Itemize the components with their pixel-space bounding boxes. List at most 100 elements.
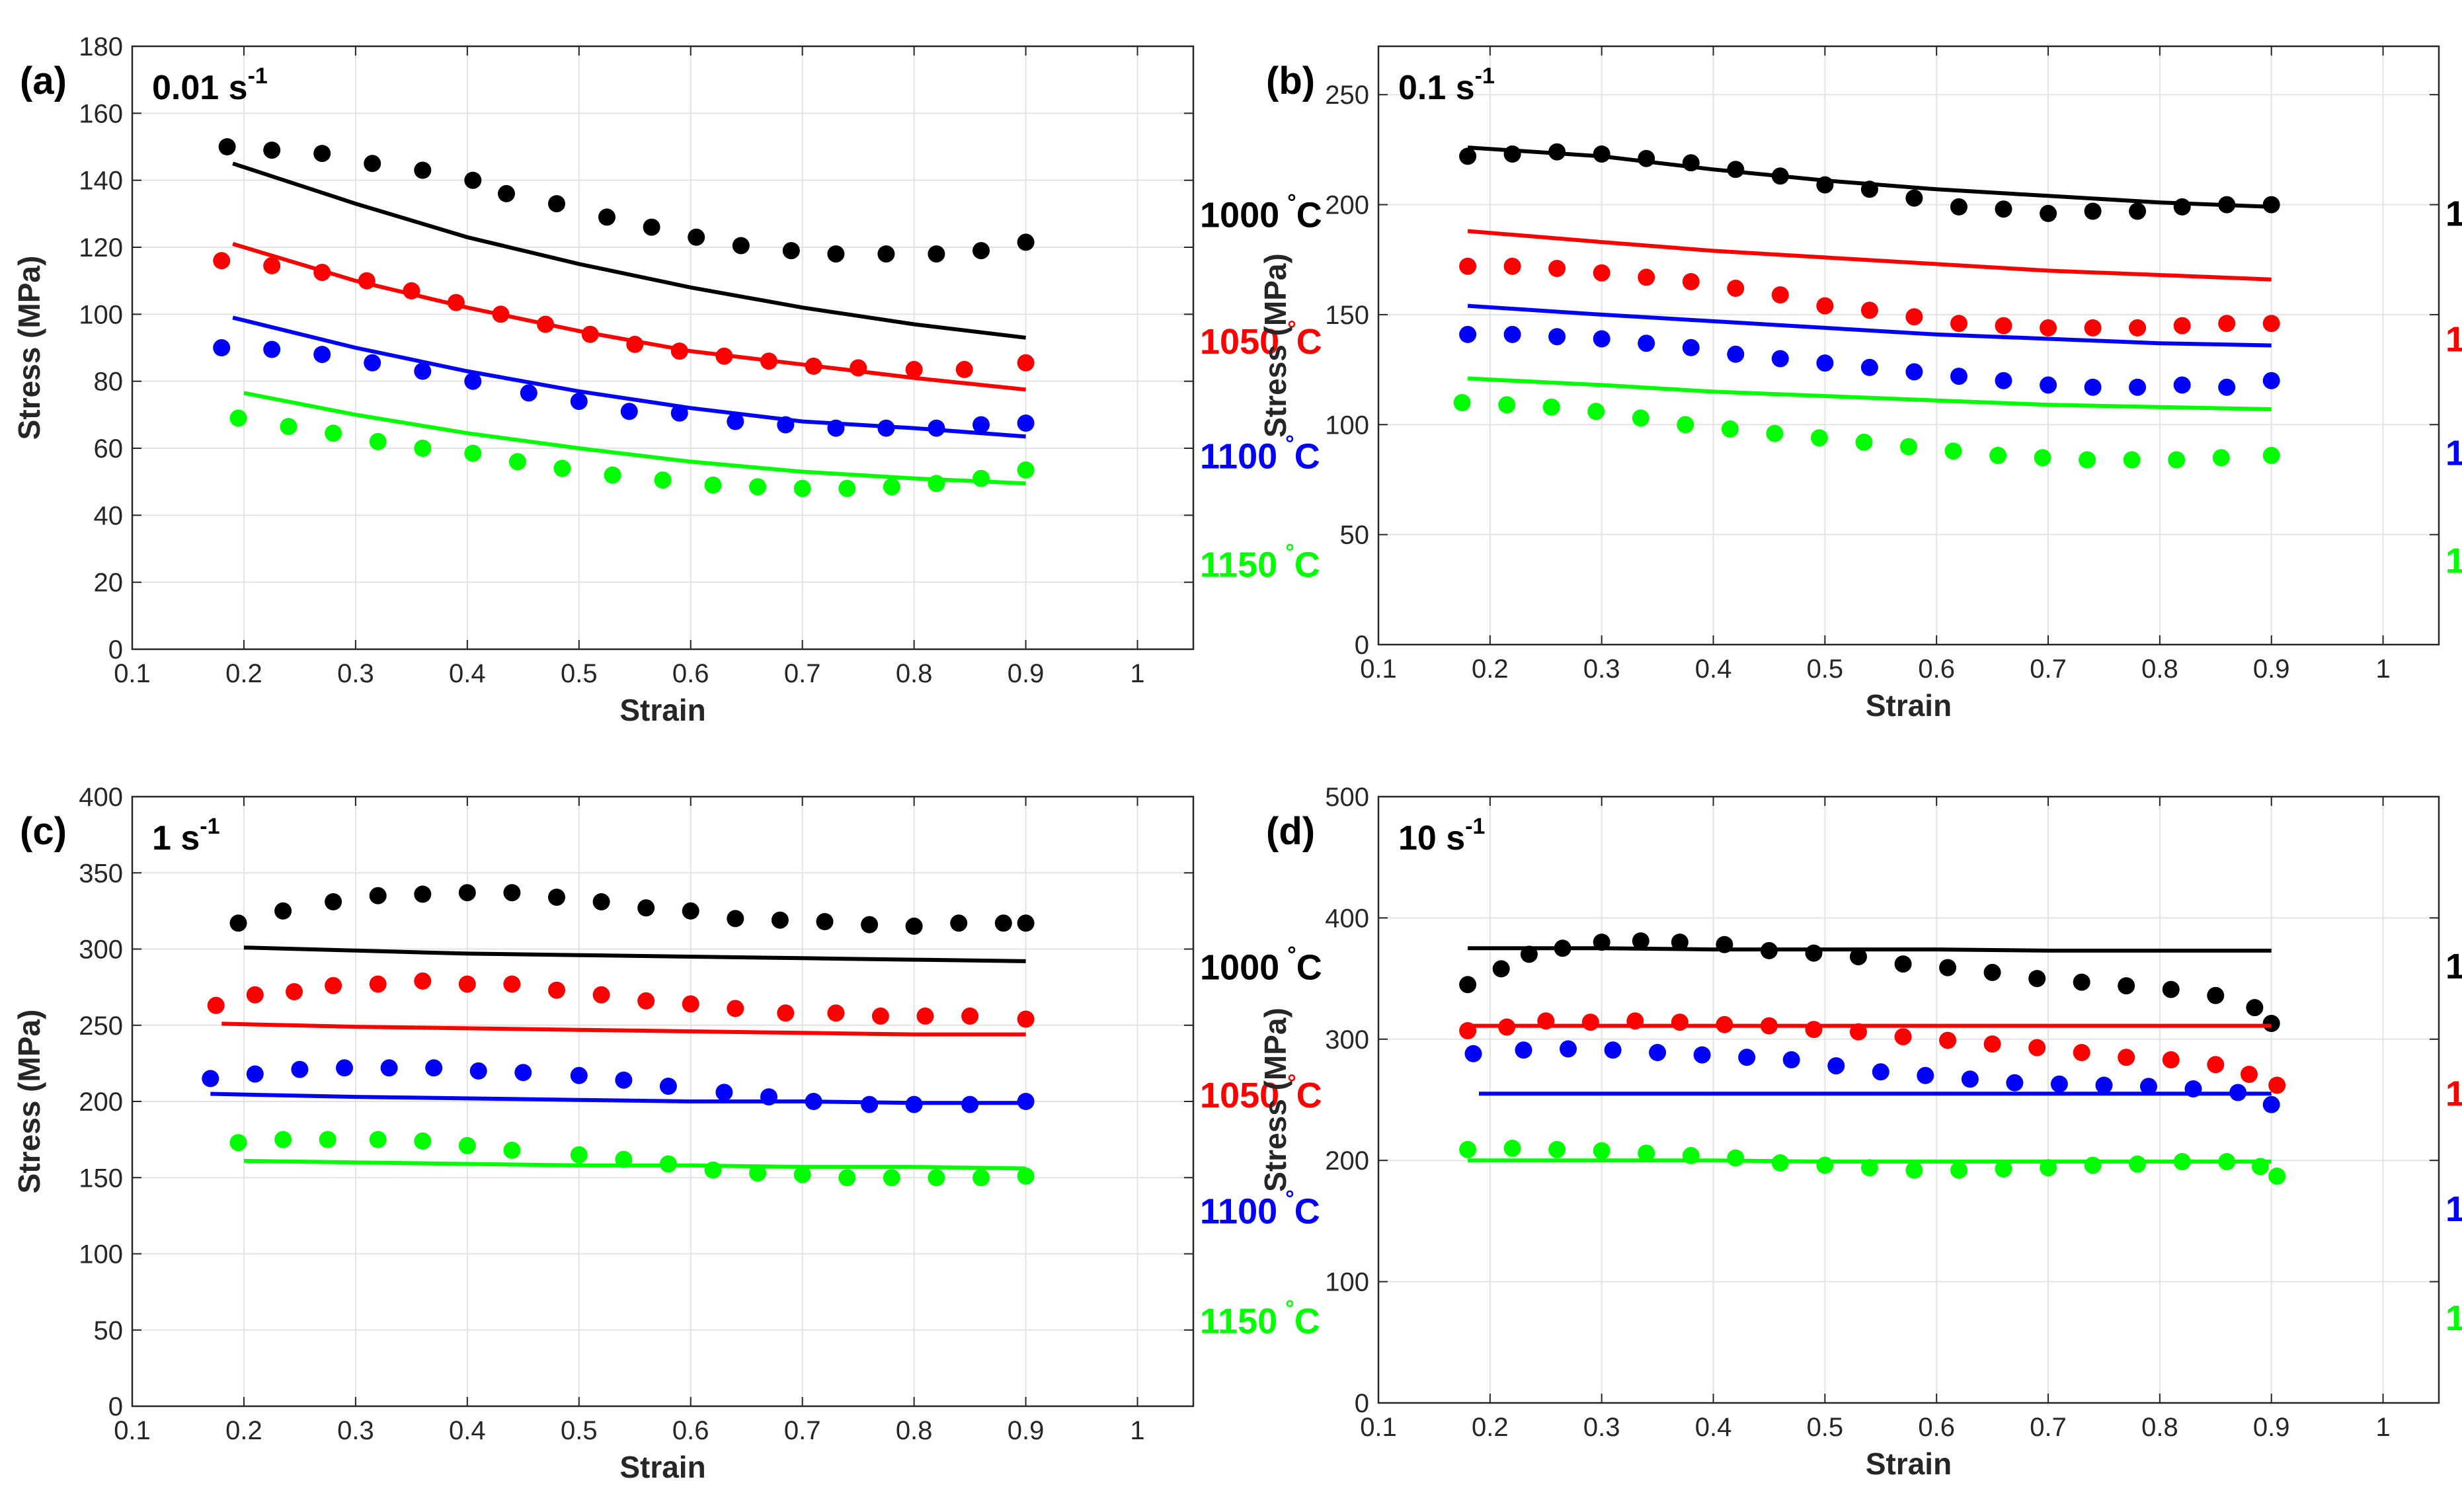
data-point (509, 453, 526, 470)
data-point (2263, 1015, 2280, 1032)
data-point (1766, 425, 1783, 442)
data-point (1772, 286, 1789, 303)
data-point (1498, 396, 1515, 413)
data-point (414, 162, 431, 179)
y-tick-label: 300 (79, 935, 123, 965)
y-tick-label: 250 (1325, 81, 1369, 110)
data-point (325, 893, 342, 910)
y-tick-label: 350 (79, 859, 123, 888)
data-point (1017, 354, 1035, 372)
x-tick-label: 0.8 (896, 1416, 933, 1445)
data-point (1905, 308, 1923, 325)
x-axis-label: Strain (619, 1450, 705, 1484)
data-point (274, 1131, 292, 1148)
data-point (1861, 1159, 1878, 1176)
data-point (626, 336, 643, 353)
data-point (2268, 1077, 2285, 1094)
data-point (1861, 301, 1878, 319)
data-point (2263, 447, 2280, 464)
data-point (917, 1008, 934, 1025)
data-point (2129, 319, 2146, 337)
y-tick-label: 180 (79, 32, 123, 61)
data-point (2073, 1044, 2090, 1061)
panel-label: (d) (1266, 810, 1315, 853)
data-point (1504, 145, 1521, 163)
data-point (1638, 150, 1655, 167)
data-point (1465, 1045, 1482, 1062)
data-point (2207, 1056, 2224, 1073)
data-point (2241, 1066, 2258, 1083)
data-point (1950, 315, 1967, 332)
data-point (470, 1062, 487, 1080)
data-point (2207, 987, 2224, 1004)
x-tick-label: 0.9 (1008, 659, 1045, 688)
data-point (503, 976, 520, 993)
data-point (2040, 1159, 2057, 1176)
data-point (403, 282, 420, 299)
data-point (682, 996, 699, 1013)
data-point (2085, 203, 2102, 220)
data-point (213, 252, 230, 269)
data-point (1017, 1168, 1035, 1185)
data-point (498, 185, 515, 202)
data-point (247, 986, 264, 1004)
data-point (1548, 328, 1566, 345)
data-point (877, 245, 894, 262)
y-axis-label: Stress (MPa) (12, 256, 46, 440)
data-point (1816, 1157, 1833, 1174)
data-point (1772, 167, 1789, 184)
panel-label: (b) (1266, 60, 1315, 102)
data-point (1582, 1014, 1599, 1031)
data-point (655, 471, 672, 489)
data-point (760, 352, 777, 370)
data-point (1995, 1160, 2012, 1177)
data-point (2163, 1051, 2180, 1068)
data-point (861, 916, 878, 934)
data-point (1454, 394, 1471, 411)
x-tick-label: 0.7 (784, 1416, 821, 1445)
data-point (548, 889, 565, 906)
series-label: 1150°C (2445, 536, 2462, 580)
x-tick-label: 0.3 (1583, 655, 1620, 684)
data-point (1638, 335, 1655, 352)
data-point (2085, 379, 2102, 396)
data-point (928, 475, 945, 492)
data-point (364, 354, 381, 372)
data-point (325, 424, 342, 442)
data-point (1772, 350, 1789, 368)
data-point (1017, 461, 1035, 479)
x-tick-label: 0.2 (1472, 655, 1509, 684)
data-point (414, 1133, 431, 1150)
data-point (838, 480, 855, 497)
data-point (660, 1078, 677, 1095)
y-tick-label: 80 (94, 368, 124, 397)
data-point (805, 1093, 822, 1110)
y-tick-label: 50 (1340, 521, 1370, 550)
data-point (1989, 447, 2006, 464)
data-point (514, 1064, 532, 1081)
x-tick-label: 0.9 (1008, 1416, 1045, 1445)
data-point (637, 899, 655, 916)
data-point (2118, 977, 2135, 994)
plot-area (1378, 46, 2439, 645)
data-point (2118, 1049, 2135, 1066)
data-point (2218, 315, 2235, 332)
data-point (961, 1096, 978, 1113)
data-point (313, 264, 331, 281)
y-tick-label: 0 (1355, 1389, 1369, 1418)
data-point (2040, 376, 2057, 393)
data-point (1939, 959, 1956, 976)
data-point (688, 229, 705, 246)
x-tick-label: 0.4 (1695, 1413, 1732, 1442)
y-tick-label: 0 (108, 635, 123, 664)
y-axis-label: Stress (MPa) (1258, 253, 1292, 438)
y-tick-label: 100 (1325, 1268, 1369, 1297)
data-point (827, 420, 844, 437)
data-point (1727, 161, 1744, 178)
x-tick-label: 0.5 (1807, 1413, 1844, 1442)
data-point (777, 1004, 794, 1021)
data-point (459, 884, 476, 901)
y-tick-label: 500 (1325, 783, 1369, 812)
